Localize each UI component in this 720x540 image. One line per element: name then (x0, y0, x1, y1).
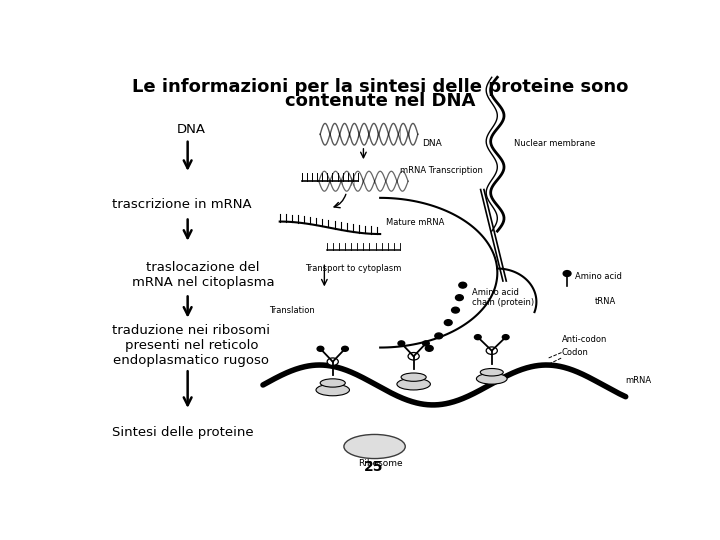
Text: Mature mRNA: Mature mRNA (386, 218, 444, 227)
Text: Transport to cytoplasm: Transport to cytoplasm (305, 264, 401, 273)
Text: Le informazioni per la sintesi delle proteine sono: Le informazioni per la sintesi delle pro… (132, 78, 629, 96)
Text: trascrizione in mRNA: trascrizione in mRNA (112, 198, 252, 211)
Text: mRNA Transcription: mRNA Transcription (400, 166, 482, 176)
Ellipse shape (451, 307, 459, 313)
Ellipse shape (423, 341, 429, 346)
Ellipse shape (316, 384, 349, 396)
Ellipse shape (435, 333, 443, 339)
Ellipse shape (342, 346, 348, 352)
Ellipse shape (344, 435, 405, 458)
Text: Translation: Translation (269, 306, 315, 315)
Text: DNA: DNA (422, 139, 442, 148)
Text: traduzione nei ribosomi
presenti nel reticolo
endoplasmatico rugoso: traduzione nei ribosomi presenti nel ret… (112, 324, 270, 367)
Ellipse shape (459, 282, 467, 288)
Ellipse shape (317, 346, 324, 352)
Ellipse shape (320, 379, 346, 387)
Text: Ribosome: Ribosome (358, 460, 402, 469)
Text: Anti-codon: Anti-codon (562, 335, 607, 344)
Text: mRNA: mRNA (626, 376, 652, 386)
Ellipse shape (401, 373, 426, 381)
Ellipse shape (327, 358, 338, 366)
Ellipse shape (398, 341, 405, 346)
Ellipse shape (408, 353, 419, 360)
Text: Nuclear membrane: Nuclear membrane (514, 139, 595, 148)
Text: Amino acid
chain (protein): Amino acid chain (protein) (472, 288, 534, 307)
Ellipse shape (477, 373, 507, 384)
Text: Codon: Codon (562, 348, 588, 357)
Text: traslocazione del
mRNA nel citoplasma: traslocazione del mRNA nel citoplasma (132, 261, 274, 289)
Ellipse shape (426, 346, 433, 352)
Ellipse shape (397, 379, 431, 390)
Text: Sintesi delle proteine: Sintesi delle proteine (112, 426, 254, 439)
Ellipse shape (444, 320, 452, 326)
Ellipse shape (474, 335, 481, 340)
Text: Amino acid: Amino acid (575, 272, 622, 281)
Ellipse shape (486, 347, 498, 354)
Ellipse shape (563, 271, 571, 276)
Text: tRNA: tRNA (595, 298, 616, 306)
Ellipse shape (480, 368, 503, 376)
Text: 25: 25 (364, 460, 383, 474)
Ellipse shape (456, 295, 463, 301)
Text: contenute nel DNA: contenute nel DNA (285, 92, 475, 110)
Text: DNA: DNA (176, 123, 205, 136)
Ellipse shape (503, 335, 509, 340)
